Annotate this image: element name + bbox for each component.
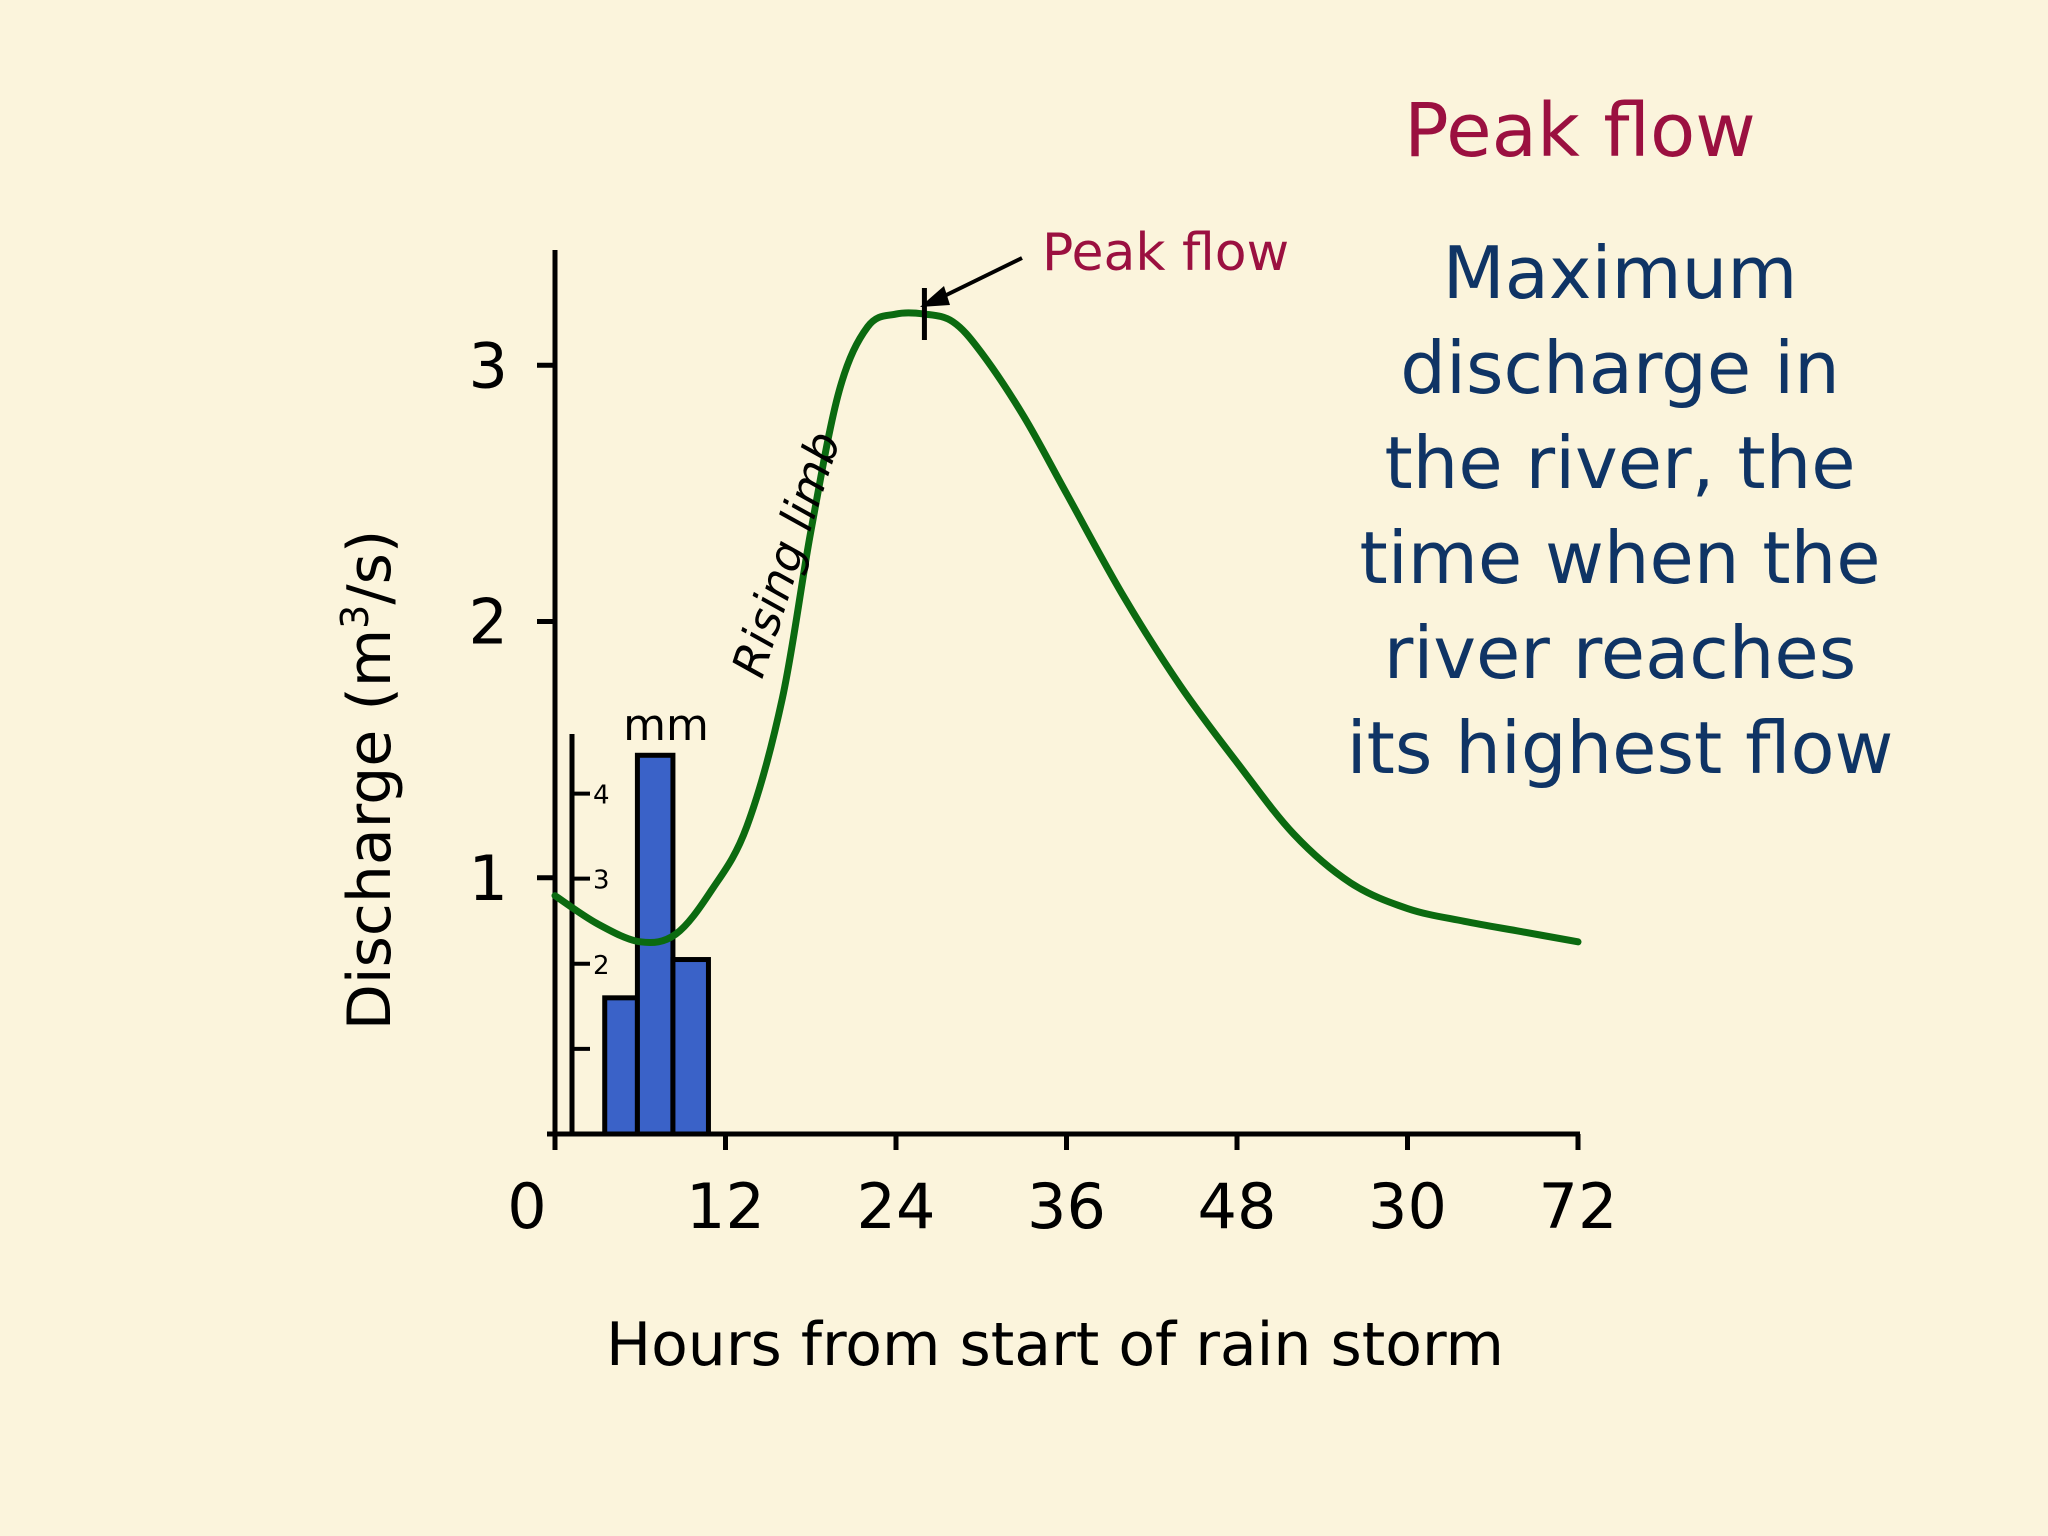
x-tick-label: 24 [857,1170,936,1243]
x-tick-label: 72 [1539,1170,1618,1243]
x-tick-label: 12 [686,1170,765,1243]
x-axis-title: Hours from start of rain storm [606,1310,1504,1380]
peak-flow-annotation: Peak flow [1042,223,1289,283]
x-axis-ticks: 0 12 24 36 48 30 72 [507,1134,1617,1243]
peak-flow-definition: Maximum discharge in the river, the time… [1346,231,1894,790]
rainfall-unit-label: mm [623,700,709,751]
y-tick-label: 2 [469,586,508,659]
discharge-series-line [551,309,1582,947]
rainfall-bar [670,957,711,1137]
x-tick-label: 30 [1368,1170,1447,1243]
y-axis-title-suffix: /s) [335,530,405,605]
rainfall-bars [602,752,711,1137]
peak-arrow [931,256,1023,304]
x-tick-label: 48 [1198,1170,1277,1243]
rising-limb-label: Rising limb [721,425,851,683]
rainfall-bar [602,995,640,1137]
rainfall-tick-label: 4 [593,781,610,811]
y-axis-title-prefix: Discharge (m [335,629,405,1030]
y-axis-title: Discharge (m3/s) [333,530,405,1031]
slide-title: Peak flow [1404,88,1756,174]
rainfall-tick-label: 2 [593,951,610,981]
y-axis-title-sup: 3 [333,605,377,629]
y-tick-label: 3 [469,329,508,402]
y-axis-ticks: 1 2 3 [469,329,555,915]
rainfall-axis-ticks: 2 3 4 [572,781,610,1051]
x-tick-label: 0 [507,1170,546,1243]
x-tick-label: 36 [1027,1170,1106,1243]
rainfall-tick-label: 3 [593,866,610,896]
y-tick-label: 1 [469,842,508,915]
peak-arrowhead [920,286,950,307]
